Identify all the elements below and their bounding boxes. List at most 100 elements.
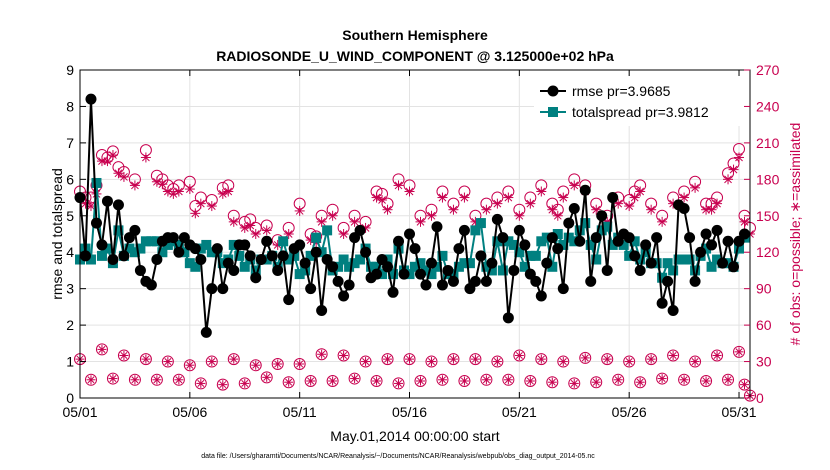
rmse-point-80 <box>513 224 525 236</box>
totalspread-point-101 <box>629 236 640 247</box>
possible-low-assim-point-14 <box>229 354 239 364</box>
y-tick-label-0: 0 <box>66 390 74 406</box>
possible-low-point-23 <box>326 374 339 387</box>
right-y-tick-label-7: 210 <box>756 135 780 151</box>
possible-low-point-30 <box>403 353 416 366</box>
rmse-point-100 <box>623 232 635 244</box>
legend-rmse-marker <box>547 85 559 97</box>
assimilated-point-24 <box>245 220 256 231</box>
possible-low-assim-point-61 <box>740 380 750 390</box>
rmse-point-97 <box>607 192 619 204</box>
rmse-point-81 <box>519 239 531 251</box>
totalspread-point-81 <box>519 261 530 272</box>
totalspread-point-106 <box>657 272 668 283</box>
possible-low-point-12 <box>205 355 218 368</box>
right-y-tick-label-5: 150 <box>756 208 780 224</box>
possible-low-point-1 <box>84 373 97 386</box>
rmse-point-18 <box>173 246 185 258</box>
possible-low-assim-point-54 <box>668 350 678 360</box>
totalspread-point-108 <box>668 265 679 276</box>
assimilated-point-42 <box>415 216 426 227</box>
possible-low-point-17 <box>260 371 273 384</box>
assimilated-point-48 <box>481 204 492 215</box>
rmse-point-114 <box>700 228 712 240</box>
totalspread-point-79 <box>508 239 519 250</box>
totalspread-point-66 <box>437 250 448 261</box>
rmse-point-24 <box>206 283 218 295</box>
rmse-point-23 <box>200 326 212 338</box>
y-tick-label-6: 6 <box>66 171 74 187</box>
possible-low-point-15 <box>238 377 251 390</box>
totalspread-point-4 <box>96 250 107 261</box>
totalspread-point-87 <box>552 229 563 239</box>
possible-low-assim-point-33 <box>437 375 447 385</box>
possible-low-point-7 <box>150 373 163 386</box>
rmse-point-65 <box>431 221 443 233</box>
possible-low-assim-point-37 <box>481 375 491 385</box>
possible-low-assim-point-47 <box>591 377 601 387</box>
possible-low-assim-point-4 <box>119 350 129 360</box>
rmse-point-88 <box>557 283 569 295</box>
rmse-point-73 <box>475 250 487 262</box>
rmse-point-72 <box>469 275 481 287</box>
rmse-point-60 <box>404 228 416 240</box>
possible-low-point-33 <box>436 373 449 386</box>
possible-low-assim-point-20 <box>295 359 305 369</box>
possible-low-point-19 <box>282 376 295 389</box>
possible-low-point-41 <box>524 374 537 387</box>
possible-low-assim-point-6 <box>141 354 151 364</box>
assimilated-point-51 <box>514 210 525 221</box>
possible-low-assim-point-60 <box>734 347 744 357</box>
possible-low-assim-point-48 <box>602 354 612 364</box>
rmse-point-58 <box>393 235 405 247</box>
possible-low-assim-point-16 <box>251 360 261 370</box>
assimilated-point-21 <box>223 186 234 197</box>
possible-low-point-53 <box>656 372 669 385</box>
possible-low-point-39 <box>502 373 515 386</box>
assimilated-point-38 <box>377 194 388 205</box>
legend-rmse-label: rmse pr=3.9685 <box>572 83 671 99</box>
assimilated-point-25 <box>250 229 261 239</box>
totalspread-point-76 <box>492 236 503 247</box>
possible-low-point-14 <box>227 353 240 366</box>
rmse-point-35 <box>266 250 278 262</box>
possible-low-assim-point-38 <box>492 357 502 367</box>
rmse-point-2 <box>85 93 97 105</box>
x-axis-ticks: 05/01 05/06 05/11 05/16 05/21 05/26 05/31 <box>62 70 757 420</box>
possible-low-assim-point-44 <box>558 357 568 367</box>
possible-low-point-60 <box>733 345 746 358</box>
rmse-point-108 <box>667 305 679 317</box>
totalspread-point-103 <box>640 247 651 258</box>
possible-low-assim-point-42 <box>536 354 546 364</box>
possible-low-assim-point-51 <box>635 377 645 387</box>
possible-low-point-44 <box>557 355 570 368</box>
rmse-point-119 <box>728 261 740 273</box>
rmse-point-32 <box>250 272 262 284</box>
possible-low-point-36 <box>469 353 482 366</box>
possible-low-point-35 <box>458 374 471 387</box>
right-y-axis-label: # of obs: o=possible; ∗=assimilated <box>787 123 803 346</box>
possible-low-point-20 <box>293 357 306 370</box>
totalspread-point-96 <box>602 221 613 232</box>
possible-low-point-9 <box>172 373 185 386</box>
possible-low-point-49 <box>612 373 625 386</box>
possible-low-assim-point-49 <box>613 375 623 385</box>
totalspread-point-37 <box>278 236 289 247</box>
totalspread-point-9 <box>124 243 135 254</box>
possible-low-point-26 <box>359 355 372 368</box>
totalspread-point-41 <box>300 265 311 276</box>
rmse-point-48 <box>338 290 350 302</box>
assimilated-point-32 <box>316 216 327 227</box>
rmse-point-28 <box>228 264 240 276</box>
x-tick-label-3: 05/16 <box>392 404 427 420</box>
rmse-point-67 <box>442 264 454 276</box>
totalspread-point-102 <box>635 254 646 265</box>
totalspread-point-74 <box>481 261 492 272</box>
possible-low-point-55 <box>678 373 691 386</box>
totalspread-point-51 <box>355 254 366 265</box>
possible-low-assim-point-11 <box>196 378 206 388</box>
x-tick-label-5: 05/26 <box>612 404 647 420</box>
possible-low-point-16 <box>249 359 262 372</box>
possible-low-assim-point-10 <box>185 360 195 370</box>
possible-low-assim-point-7 <box>152 375 162 385</box>
